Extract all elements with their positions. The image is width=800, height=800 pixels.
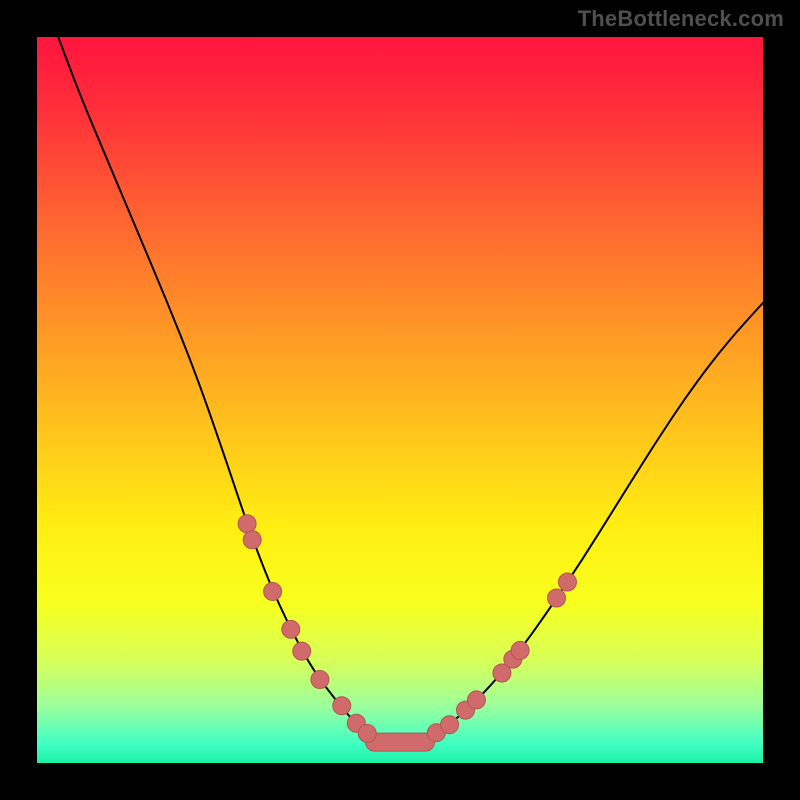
data-point xyxy=(293,642,311,660)
data-point xyxy=(243,531,261,549)
data-point xyxy=(467,691,485,709)
data-point xyxy=(511,641,529,659)
data-point xyxy=(441,716,459,734)
plot-background xyxy=(36,36,764,764)
data-point xyxy=(264,582,282,600)
data-point xyxy=(333,697,351,715)
data-point xyxy=(282,620,300,638)
data-point xyxy=(548,589,566,607)
watermark-text: TheBottleneck.com xyxy=(578,6,784,32)
data-point xyxy=(238,515,256,533)
bottleneck-chart xyxy=(0,0,800,800)
data-point xyxy=(311,671,329,689)
data-point xyxy=(358,724,376,742)
data-point xyxy=(558,573,576,591)
